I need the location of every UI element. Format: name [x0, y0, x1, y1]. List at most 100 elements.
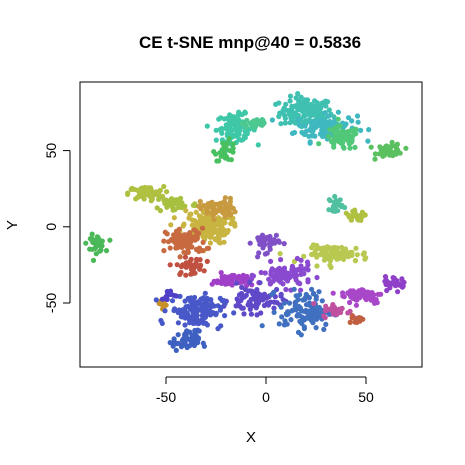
data-point	[353, 302, 359, 308]
data-point	[221, 239, 227, 245]
data-point	[249, 272, 255, 278]
data-point	[311, 301, 317, 307]
data-point	[266, 276, 272, 282]
data-point	[196, 203, 202, 209]
data-point	[327, 262, 333, 268]
data-point	[219, 217, 225, 223]
data-point	[226, 136, 232, 142]
data-point	[201, 268, 207, 274]
data-point	[90, 246, 96, 252]
data-point	[312, 248, 318, 254]
data-point	[292, 112, 298, 118]
data-point	[167, 245, 173, 251]
data-point	[175, 320, 181, 326]
data-point	[173, 241, 179, 247]
x-axis: -50 0 50	[156, 376, 374, 405]
data-point	[215, 303, 221, 309]
data-point	[307, 140, 313, 146]
data-point	[346, 141, 352, 147]
data-point	[354, 113, 361, 119]
data-point	[280, 107, 286, 114]
data-point	[327, 127, 333, 133]
data-point	[273, 101, 279, 107]
data-point	[193, 262, 199, 268]
data-point	[247, 240, 253, 246]
data-point	[292, 274, 298, 280]
data-point	[354, 289, 360, 296]
data-point	[314, 263, 320, 269]
data-point	[266, 241, 273, 247]
data-point	[275, 238, 282, 244]
data-point	[279, 314, 285, 320]
data-point	[90, 257, 97, 263]
y-tick-label: 50	[43, 143, 59, 159]
data-point	[214, 228, 220, 234]
data-point	[282, 318, 288, 324]
data-point	[204, 205, 210, 211]
data-point	[331, 144, 337, 150]
data-point	[238, 137, 244, 143]
data-point	[216, 158, 222, 164]
data-point	[181, 336, 187, 342]
data-point	[328, 247, 334, 253]
data-point	[176, 204, 182, 210]
data-point	[353, 245, 359, 251]
data-point	[374, 300, 380, 306]
data-point	[352, 258, 358, 264]
data-point	[255, 120, 261, 126]
plot-frame	[79, 81, 423, 368]
data-point	[193, 320, 199, 326]
data-point	[183, 264, 189, 270]
data-point	[281, 241, 287, 247]
data-point	[165, 289, 171, 295]
data-point	[220, 149, 226, 156]
data-point	[197, 264, 203, 270]
data-point	[306, 133, 312, 139]
data-point	[261, 242, 268, 248]
data-point	[352, 144, 358, 150]
data-point	[298, 287, 304, 293]
data-point	[287, 93, 294, 99]
data-point	[311, 120, 317, 126]
data-point	[305, 267, 311, 273]
data-point	[219, 200, 225, 206]
data-point	[210, 213, 216, 219]
data-point	[276, 321, 282, 327]
data-point	[323, 98, 329, 104]
data-point	[243, 287, 249, 293]
data-point	[306, 308, 312, 314]
data-point	[229, 278, 235, 284]
data-point	[185, 243, 191, 249]
data-point	[217, 208, 223, 214]
data-point	[236, 292, 243, 298]
data-point	[336, 307, 342, 313]
data-point	[171, 215, 177, 221]
data-point	[332, 193, 338, 200]
data-point	[97, 248, 103, 254]
data-point	[211, 217, 217, 223]
data-point	[206, 311, 212, 317]
data-point	[194, 312, 200, 318]
data-point	[399, 276, 405, 282]
data-point	[360, 291, 366, 297]
data-point	[349, 137, 355, 143]
data-point	[196, 328, 202, 334]
data-point	[267, 281, 274, 287]
data-point	[161, 183, 167, 190]
data-point	[262, 270, 268, 276]
data-point	[355, 119, 361, 125]
data-point	[320, 119, 326, 125]
data-point	[321, 313, 327, 319]
data-point	[189, 302, 196, 308]
data-point	[166, 202, 172, 208]
data-point	[358, 217, 364, 223]
data-point	[288, 111, 294, 117]
data-point	[259, 122, 265, 128]
scatter-points	[83, 91, 409, 353]
data-point	[173, 347, 179, 353]
data-point	[363, 255, 369, 261]
data-point	[242, 135, 248, 141]
data-point	[297, 305, 303, 311]
data-point	[207, 240, 213, 246]
data-point	[259, 232, 266, 238]
